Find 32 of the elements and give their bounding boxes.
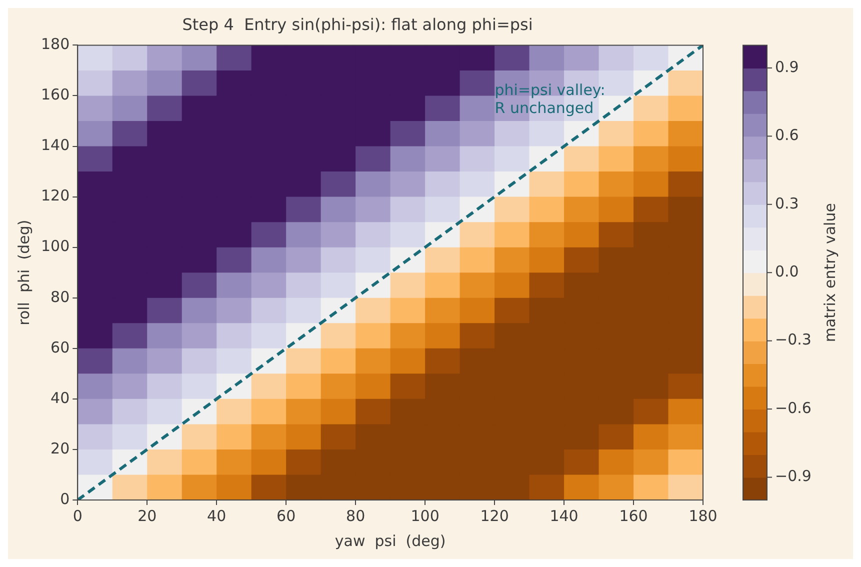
color-bar-label: 0.6 [775, 126, 799, 144]
x-tick-label: 180 [688, 506, 718, 525]
x-tick-label: 60 [276, 506, 296, 525]
y-tick-label: 160 [40, 86, 70, 104]
x-tick-label: 140 [550, 506, 578, 525]
color-bar-label: −0.6 [775, 398, 812, 417]
x-tick-label: 160 [619, 506, 648, 525]
x-tick-label: 120 [480, 506, 509, 525]
x-tick-label: 80 [346, 506, 366, 525]
x-tick-label: 40 [207, 506, 226, 525]
y-tick-label: 80 [50, 288, 70, 306]
annotation: phi=psi valley: R unchanged [494, 81, 606, 118]
color-bar-label: −0.9 [775, 467, 812, 486]
y-tick-label: 40 [50, 388, 70, 407]
y-tick-label: 120 [40, 186, 70, 205]
y-tick-label: 20 [50, 439, 70, 458]
y-tick-label: 60 [50, 338, 70, 356]
x-tick-label: 100 [410, 506, 440, 525]
y-tick-label: 100 [40, 237, 70, 256]
y-tick-label: 180 [40, 35, 70, 54]
x-tick-label: 20 [138, 506, 157, 525]
y-tick-label: 140 [40, 136, 70, 154]
chart-title: Step 4 Entry sin(phi-psi): flat along phi=psi [182, 14, 533, 34]
color-bar-label: 0.3 [775, 194, 799, 212]
color-bar-label: 0.9 [775, 58, 799, 76]
color-bar-label: −0.3 [775, 330, 812, 349]
color-bar-title: matrix entry value [820, 203, 839, 342]
y-axis-title: roll phi (deg) [14, 220, 33, 326]
y-tick-label: 0 [60, 490, 70, 508]
x-tick-label: 0 [72, 506, 82, 525]
color-bar-label: 0.0 [775, 262, 799, 280]
x-axis-title: yaw psi (deg) [334, 532, 446, 550]
